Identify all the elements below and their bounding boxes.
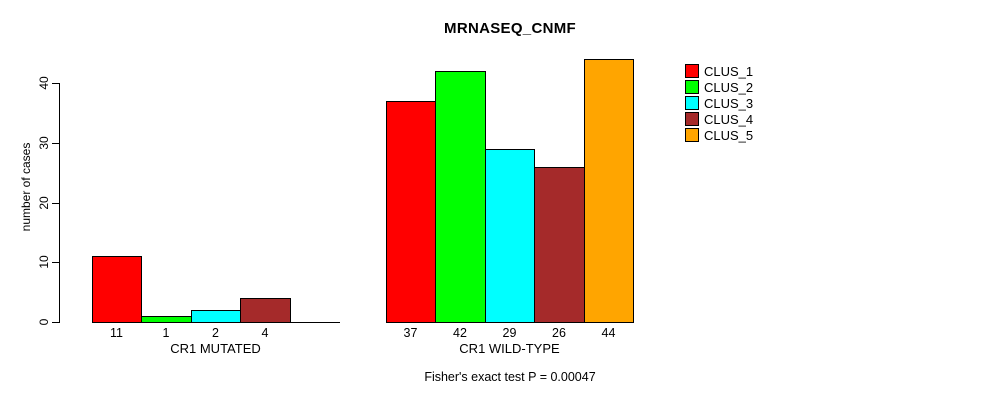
- bar-value-label: 4: [261, 326, 269, 340]
- legend-label: CLUS_1: [704, 63, 754, 79]
- legend-swatch-icon: [685, 128, 699, 142]
- y-axis-line: [59, 83, 60, 323]
- bar-value-label: 1: [162, 326, 170, 340]
- legend-label: CLUS_2: [704, 79, 754, 95]
- legend-swatch-icon: [685, 80, 699, 94]
- bar-value-label: 42: [453, 326, 467, 340]
- y-tick-label: 30: [37, 136, 51, 150]
- bar-value-label: 44: [601, 326, 616, 340]
- bar-value-label: 11: [110, 326, 123, 340]
- y-tick-label: 20: [37, 196, 51, 210]
- bar-value-label: 37: [403, 326, 418, 340]
- y-tick-mark: [52, 203, 59, 204]
- bar-value-label: 2: [212, 326, 219, 340]
- legend-row: CLUS_3: [685, 95, 753, 111]
- bar-value-label: 29: [502, 326, 517, 340]
- chart-title: MRNASEQ_CNMF: [444, 20, 576, 37]
- legend-row: CLUS_1: [685, 63, 753, 79]
- bar-clus_1: [92, 256, 142, 323]
- legend-label: CLUS_3: [704, 95, 754, 111]
- group-label-mutated: CR1 MUTATED: [170, 341, 261, 356]
- y-tick-label: 10: [37, 255, 51, 269]
- y-tick-mark: [52, 262, 59, 263]
- legend-swatch-icon: [685, 96, 699, 110]
- bar-value-label: 26: [552, 326, 566, 340]
- y-tick-label: 0: [37, 318, 51, 326]
- legend-label: CLUS_4: [704, 111, 754, 127]
- legend-row: CLUS_5: [685, 127, 753, 143]
- group-label-wild-type: CR1 WILD-TYPE: [459, 341, 560, 356]
- legend-row: CLUS_4: [685, 111, 753, 127]
- bar-clus_1: [386, 101, 436, 323]
- bar-clus_3: [485, 149, 535, 323]
- y-tick-mark: [52, 83, 59, 84]
- legend-swatch-icon: [685, 112, 699, 126]
- legend-label: CLUS_5: [704, 127, 754, 143]
- stat-test-caption: Fisher's exact test P = 0.00047: [424, 370, 596, 384]
- legend-swatch-icon: [685, 64, 699, 78]
- bar-clus_2: [435, 71, 486, 323]
- bar-clus_4: [240, 298, 291, 323]
- y-axis-label: number of cases: [19, 142, 33, 232]
- bar-clus_3: [191, 310, 241, 323]
- bar-clus_2: [141, 316, 192, 323]
- bar-clus_5: [584, 59, 634, 323]
- y-tick-mark: [52, 143, 59, 144]
- y-tick-label: 40: [37, 76, 51, 90]
- bar-clus_4: [534, 167, 585, 323]
- y-tick-mark: [52, 322, 59, 323]
- chart-legend: CLUS_1 CLUS_2 CLUS_3 CLUS_4 CLUS_5: [685, 63, 753, 143]
- legend-row: CLUS_2: [685, 79, 753, 95]
